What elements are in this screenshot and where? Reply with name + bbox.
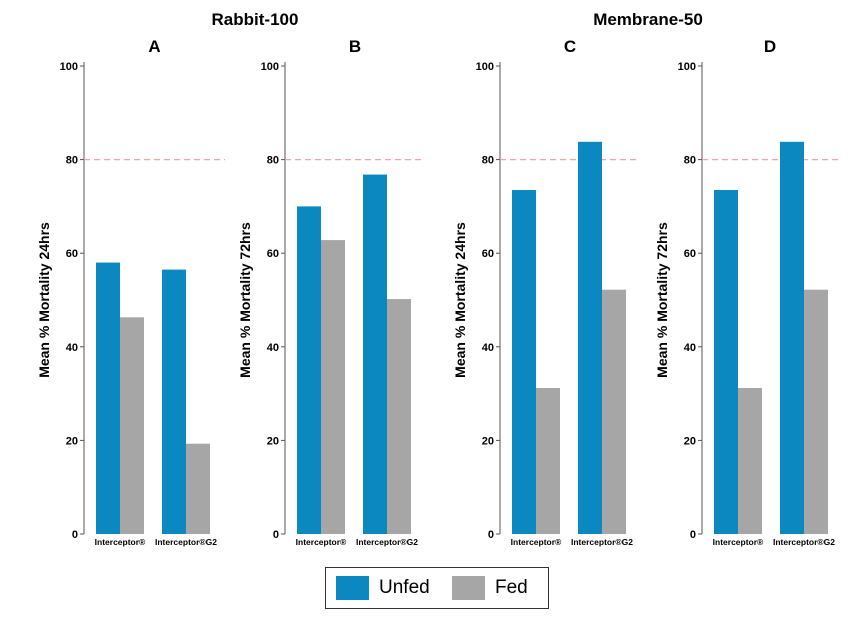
y-tick-label: 80 (482, 155, 494, 167)
panel-a: A 0 20 40 60 80 100 Mean % Mortality 24hrs Inter… (36, 37, 225, 547)
y-tick-label: 100 (60, 61, 78, 73)
y-tick-label: 40 (482, 342, 494, 354)
bar-fed-interceptor-g2 (602, 289, 626, 534)
x-tick-label: Interceptor® (511, 537, 562, 547)
y-axis-label: Mean % Mortality 72hrs (237, 222, 253, 378)
bar-fed-interceptor-g2 (387, 299, 411, 534)
bar-unfed-interceptor (96, 262, 120, 534)
y-tick-label: 0 (72, 529, 78, 541)
y-tick-label: 20 (267, 435, 279, 447)
x-tick-label: Interceptor®G2 (155, 537, 217, 547)
bar-unfed-interceptor (512, 190, 536, 534)
y-tick-label: 60 (66, 248, 78, 260)
bar-unfed-interceptor-g2 (578, 141, 602, 535)
group-title-rabbit: Rabbit-100 (212, 10, 299, 29)
bar-unfed-interceptor-g2 (363, 174, 387, 535)
legend-item-unfed: Unfed (336, 576, 430, 600)
y-tick-label: 20 (66, 435, 78, 447)
bar-fed-interceptor (321, 240, 345, 534)
legend-swatch-unfed (336, 576, 369, 600)
y-tick-label: 20 (482, 435, 494, 447)
x-tick-label: Interceptor®G2 (571, 537, 633, 547)
y-tick-label: 80 (684, 155, 696, 167)
y-axis-label: Mean % Mortality 24hrs (36, 222, 52, 378)
y-tick-label: 80 (66, 155, 78, 167)
bar-fed-interceptor (536, 387, 560, 534)
panel-title: B (349, 37, 361, 56)
bar-fed-interceptor-g2 (804, 289, 828, 534)
legend-label-fed: Fed (495, 577, 528, 598)
y-tick-label: 100 (261, 61, 279, 73)
panel-title: D (764, 37, 776, 56)
y-tick-label: 100 (678, 61, 696, 73)
y-tick-label: 40 (66, 342, 78, 354)
x-tick-label: Interceptor® (95, 537, 146, 547)
bar-fed-interceptor-g2 (186, 443, 210, 534)
bar-unfed-interceptor-g2 (162, 269, 186, 534)
group-title-membrane: Membrane-50 (593, 10, 703, 29)
x-tick-label: Interceptor® (713, 537, 764, 547)
y-tick-label: 60 (482, 248, 494, 260)
y-tick-label: 20 (684, 435, 696, 447)
y-tick-label: 100 (476, 61, 494, 73)
bar-unfed-interceptor-g2 (780, 141, 804, 535)
legend-swatch-fed (452, 576, 485, 600)
y-tick-label: 0 (488, 529, 494, 541)
x-tick-label: Interceptor® (296, 537, 347, 547)
legend: Unfed Fed (325, 567, 549, 609)
bar-fed-interceptor (120, 317, 144, 534)
panel-d: D 0 20 40 60 80 100 Mean % Mortality 72hrs Inter… (654, 37, 838, 547)
panel-title: A (148, 37, 160, 56)
x-tick-label: Interceptor®G2 (356, 537, 418, 547)
bar-unfed-interceptor (297, 206, 321, 534)
y-tick-label: 60 (267, 248, 279, 260)
y-tick-label: 60 (684, 248, 696, 260)
y-tick-label: 0 (690, 529, 696, 541)
y-axis-label: Mean % Mortality 72hrs (654, 222, 670, 378)
legend-label-unfed: Unfed (379, 577, 430, 598)
y-tick-label: 80 (267, 155, 279, 167)
panel-b: B 0 20 40 60 80 100 Mean % Mortality 72hrs Inter… (237, 37, 425, 547)
panel-c: C 0 20 40 60 80 100 Mean % Mortality 24hrs Inter… (452, 37, 640, 547)
panel-title: C (564, 37, 576, 56)
x-tick-label: Interceptor®G2 (773, 537, 835, 547)
y-tick-label: 40 (684, 342, 696, 354)
legend-item-fed: Fed (452, 576, 528, 600)
y-tick-label: 0 (273, 529, 279, 541)
y-tick-label: 40 (267, 342, 279, 354)
bar-unfed-interceptor (714, 190, 738, 534)
y-axis-label: Mean % Mortality 24hrs (452, 222, 468, 378)
bar-fed-interceptor (738, 387, 762, 534)
